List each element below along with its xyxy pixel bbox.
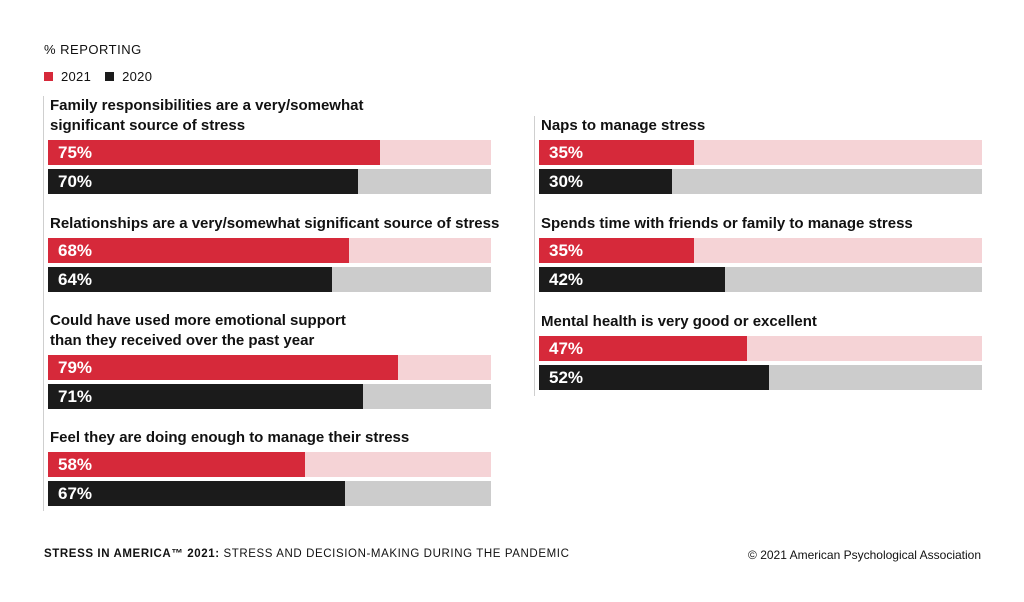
bar-2020: 30% bbox=[539, 169, 982, 194]
bar-2020: 42% bbox=[539, 267, 982, 292]
bar-value-label: 64% bbox=[58, 270, 93, 289]
bar-value-label: 35% bbox=[549, 143, 584, 162]
bar-fill bbox=[539, 238, 695, 263]
legend-item-2021: 2021 bbox=[44, 69, 91, 84]
bar-group: Spends time with friends or family to ma… bbox=[535, 214, 982, 296]
bar-fill bbox=[48, 452, 305, 477]
bar-fill bbox=[48, 169, 359, 194]
group-title-line: Relationships are a very/somewhat signif… bbox=[50, 215, 500, 232]
bar-value-label: 58% bbox=[58, 455, 93, 474]
bar-value-label: 30% bbox=[549, 172, 584, 191]
bar-2021: 58% bbox=[48, 452, 491, 477]
bar-fill bbox=[48, 384, 363, 409]
bar-fill bbox=[48, 481, 345, 506]
chart-column-left: Family responsibilities are a very/somew… bbox=[43, 96, 500, 511]
bar-group: Could have used more emotional support th… bbox=[44, 311, 491, 413]
source-subtitle: STRESS AND DECISION-MAKING DURING THE PA… bbox=[219, 548, 570, 560]
bar-value-label: 52% bbox=[549, 368, 584, 387]
bar-value-label: 79% bbox=[58, 358, 93, 377]
bar-2021: 47% bbox=[539, 336, 982, 361]
bar-2021: 79% bbox=[48, 355, 491, 380]
bar-2020: 52% bbox=[539, 365, 982, 390]
bar-fill bbox=[539, 365, 770, 390]
bar-value-label: 70% bbox=[58, 172, 93, 191]
bar-fill bbox=[48, 267, 332, 292]
bar-2020: 71% bbox=[48, 384, 491, 409]
bar-value-label: 42% bbox=[549, 270, 584, 289]
group-title-line: Feel they are doing enough to manage the… bbox=[50, 429, 410, 446]
bar-fill bbox=[48, 140, 381, 165]
bar-2021: 75% bbox=[48, 140, 491, 165]
group-title-line: Could have used more emotional support bbox=[50, 312, 346, 329]
bar-2020: 64% bbox=[48, 267, 491, 292]
group-title-line: than they received over the past year bbox=[50, 332, 315, 349]
bar-fill bbox=[539, 267, 726, 292]
source-title: STRESS IN AMERICA™ 2021: bbox=[44, 548, 220, 560]
legend-label-2021: 2021 bbox=[61, 69, 92, 84]
bar-value-label: 75% bbox=[58, 143, 93, 162]
copyright: © 2021 American Psychological Associatio… bbox=[748, 548, 981, 562]
legend: 2021 2020 bbox=[44, 69, 166, 84]
unit-label: % REPORTING bbox=[44, 42, 142, 57]
group-title-line: Naps to manage stress bbox=[541, 117, 706, 134]
chart-column-right: Naps to manage stress 35% 30% Spends time w… bbox=[534, 116, 982, 396]
bar-2020: 70% bbox=[48, 169, 491, 194]
bar-fill bbox=[539, 336, 748, 361]
group-title-line: Spends time with friends or family to ma… bbox=[541, 215, 913, 232]
legend-swatch-2021 bbox=[44, 72, 53, 81]
bar-group: Mental health is very good or excellent 4… bbox=[535, 312, 982, 394]
bar-group: Feel they are doing enough to manage the… bbox=[44, 428, 491, 510]
bar-value-label: 47% bbox=[549, 339, 584, 358]
bar-value-label: 68% bbox=[58, 241, 93, 260]
bar-fill bbox=[48, 355, 398, 380]
bar-fill bbox=[539, 169, 672, 194]
bar-2021: 35% bbox=[539, 238, 982, 263]
bar-value-label: 67% bbox=[58, 484, 93, 503]
bar-2020: 67% bbox=[48, 481, 491, 506]
bar-group: Family responsibilities are a very/somew… bbox=[44, 96, 491, 198]
bar-group: Naps to manage stress 35% 30% bbox=[535, 116, 982, 198]
bar-fill bbox=[539, 140, 695, 165]
bar-fill bbox=[48, 238, 350, 263]
legend-label-2020: 2020 bbox=[122, 69, 153, 84]
bar-2021: 68% bbox=[48, 238, 491, 263]
bar-value-label: 71% bbox=[58, 387, 93, 406]
group-title-line: significant source of stress bbox=[50, 117, 246, 134]
group-title-line: Family responsibilities are a very/somew… bbox=[50, 97, 364, 114]
source-footer: STRESS IN AMERICA™ 2021: STRESS AND DECI… bbox=[44, 548, 569, 560]
bar-2021: 35% bbox=[539, 140, 982, 165]
bar-group: Relationships are a very/somewhat signif… bbox=[44, 214, 500, 296]
group-title-line: Mental health is very good or excellent bbox=[541, 313, 817, 330]
bar-value-label: 35% bbox=[549, 241, 584, 260]
legend-item-2020: 2020 bbox=[105, 69, 152, 84]
legend-swatch-2020 bbox=[105, 72, 115, 81]
